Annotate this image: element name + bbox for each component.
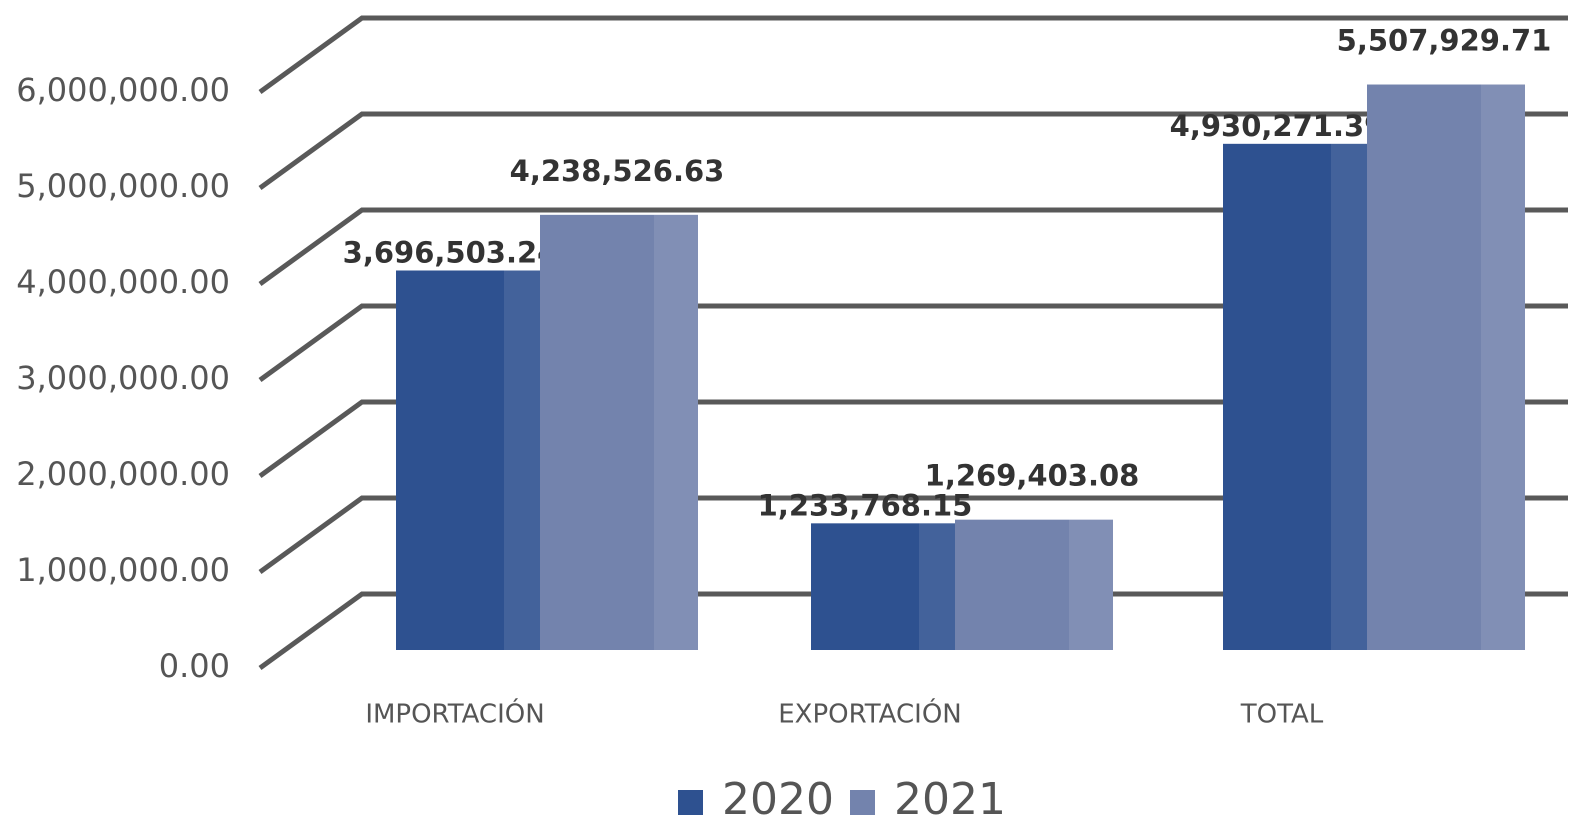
grid-line bbox=[258, 207, 1568, 287]
data-label: 4,238,526.63 bbox=[510, 154, 725, 188]
x-tick-label: IMPORTACIÓN bbox=[365, 698, 544, 730]
y-tick-label: 1,000,000.00 bbox=[16, 551, 230, 589]
bar-side bbox=[919, 523, 955, 650]
bar-side-shade bbox=[654, 214, 698, 650]
bar-side bbox=[654, 214, 698, 650]
bar-side-shade bbox=[504, 270, 540, 650]
y-tick-label: 0.00 bbox=[159, 647, 230, 685]
bar-side bbox=[1331, 143, 1367, 650]
data-label: 3,696,503.24 bbox=[343, 235, 558, 269]
data-label: 5,507,929.71 bbox=[1337, 24, 1552, 58]
grid-line bbox=[258, 303, 1568, 383]
grid-line bbox=[258, 15, 1568, 95]
y-tick-label: 5,000,000.00 bbox=[16, 167, 230, 205]
bar-side-shade bbox=[1331, 143, 1367, 650]
legend-swatch bbox=[850, 790, 875, 815]
bar-side bbox=[1481, 84, 1525, 650]
bar bbox=[396, 270, 504, 650]
bar bbox=[955, 519, 1069, 650]
data-label: 1,269,403.08 bbox=[925, 459, 1140, 493]
bar bbox=[540, 214, 654, 650]
x-tick-label: TOTAL bbox=[1240, 700, 1324, 730]
y-tick-label: 3,000,000.00 bbox=[16, 359, 230, 397]
y-tick-label: 6,000,000.00 bbox=[16, 71, 230, 109]
x-tick-label: EXPORTACIÓN bbox=[778, 698, 962, 730]
bar-side bbox=[504, 270, 540, 650]
y-tick-label: 4,000,000.00 bbox=[16, 263, 230, 301]
legend-label: 2020 bbox=[722, 774, 834, 825]
grid-line bbox=[258, 495, 1568, 575]
bar-side-shade bbox=[1481, 84, 1525, 650]
grid-line bbox=[258, 399, 1568, 479]
bar bbox=[811, 523, 919, 650]
grid-line bbox=[258, 591, 1568, 671]
bar-side-shade bbox=[1069, 519, 1113, 650]
data-label: 1,233,768.15 bbox=[758, 488, 973, 522]
bar-side-shade bbox=[919, 523, 955, 650]
bar-side bbox=[1069, 519, 1113, 650]
legend-label: 2021 bbox=[894, 774, 1006, 825]
data-label: 4,930,271.39 bbox=[1170, 109, 1385, 143]
grid-line bbox=[258, 111, 1568, 191]
y-tick-label: 2,000,000.00 bbox=[16, 455, 230, 493]
bar bbox=[1223, 143, 1331, 650]
legend-swatch bbox=[678, 790, 703, 815]
bar bbox=[1367, 84, 1481, 650]
